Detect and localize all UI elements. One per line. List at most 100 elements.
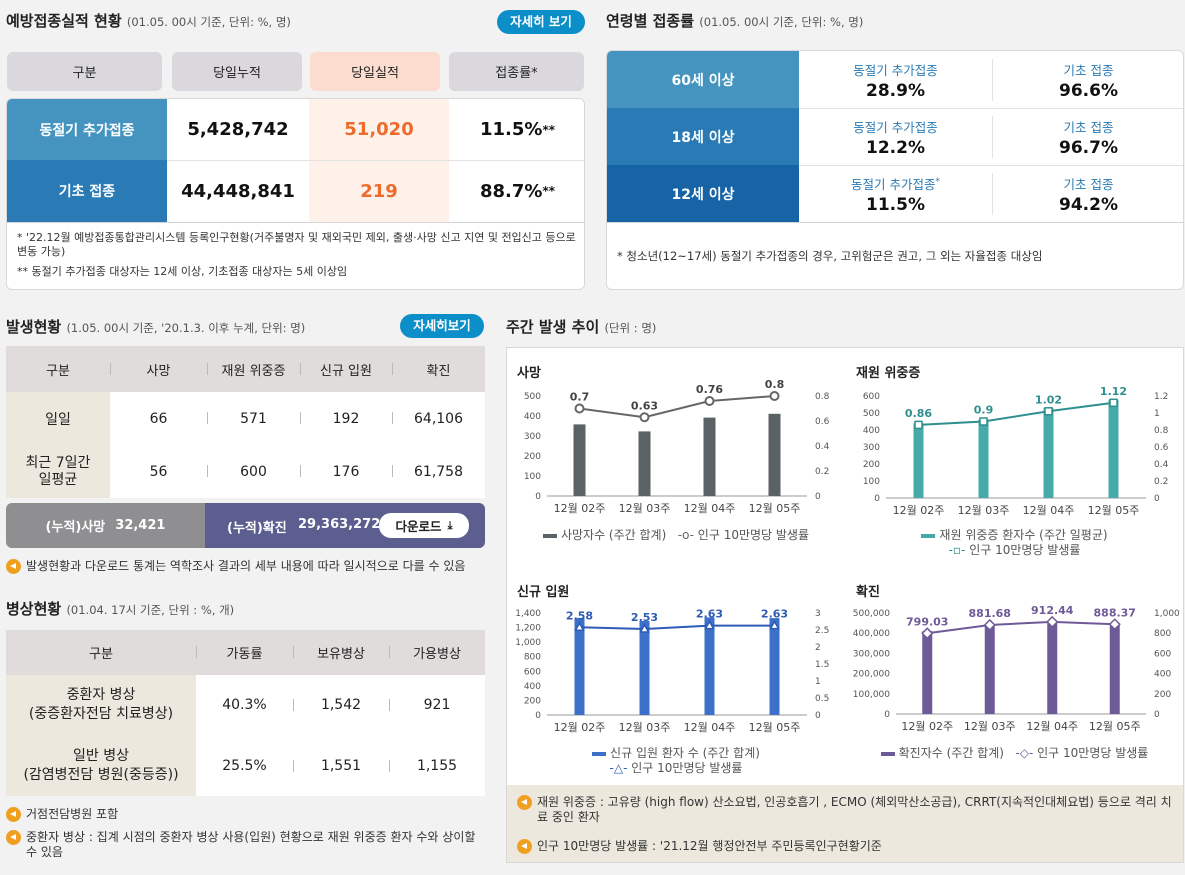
age-12-basic-value: 94.2% bbox=[1059, 195, 1118, 215]
speaker-icon bbox=[6, 807, 21, 822]
legend-bar-icon bbox=[542, 533, 557, 538]
beds-icu-available: 921 bbox=[423, 697, 451, 713]
vacc-header-rate: 접종률* bbox=[449, 52, 584, 91]
vacc-header-today: 당일실적 bbox=[310, 52, 440, 91]
beds-general-owned: 1,551 bbox=[320, 757, 362, 774]
y-tick-label: 1,200 bbox=[515, 624, 541, 634]
weekly-note-1: 재원 위중증 : 고유량 (high flow) 산소요법, 인공호흡기 , E… bbox=[517, 795, 1177, 825]
x-tick-label: 12월 03주 bbox=[619, 721, 671, 734]
data-label: 0.63 bbox=[631, 399, 658, 412]
occ-header-category: 구분 bbox=[46, 363, 70, 379]
y-tick-label: 0 bbox=[535, 711, 541, 721]
death-chart-title: 사망 bbox=[517, 366, 541, 381]
vacc-table: 동절기 추가접종 기초 접종 5,428,742 44,448,841 51,0… bbox=[6, 98, 585, 290]
severe-chart-title: 재원 위중증 bbox=[856, 366, 921, 381]
chart-bar bbox=[1043, 408, 1054, 498]
y2-tick-label: 1,000 bbox=[1154, 609, 1180, 619]
occ-detail-button[interactable]: 자세히보기 bbox=[400, 314, 484, 338]
y-tick-label: 100 bbox=[524, 472, 541, 482]
data-label: 881.68 bbox=[969, 607, 1011, 620]
data-label: 799.03 bbox=[906, 615, 948, 628]
chart-bar bbox=[978, 419, 989, 498]
beds-sep bbox=[389, 760, 390, 772]
y-tick-label: 600 bbox=[524, 667, 541, 677]
confirmed-legend-bar: 확진자수 (주간 합계) bbox=[898, 746, 1004, 760]
chart-bar bbox=[704, 617, 715, 715]
age-60-booster: 동절기 추가접종 28.9% bbox=[799, 51, 992, 108]
beds-note-2-text: 중환자 병상 : 집계 시점의 중환자 병상 사용(입원) 현황으로 재원 위중… bbox=[26, 830, 476, 859]
line-marker bbox=[1109, 398, 1118, 408]
legend-line-icon: -◇- bbox=[1015, 746, 1034, 760]
y2-tick-label: 0.2 bbox=[1154, 477, 1168, 487]
download-button[interactable]: 다운로드 ⤓ bbox=[379, 513, 469, 538]
data-label: 0.86 bbox=[905, 407, 932, 420]
vacc-basic-today: 219 bbox=[360, 180, 398, 202]
y2-tick-label: 0 bbox=[1154, 710, 1160, 720]
y-tick-label: 200,000 bbox=[853, 670, 890, 680]
death-chart-svg: 500 400 300 200 100 0 0.8 0.6 0.4 0.2 0 12월 02주 12월 … bbox=[524, 378, 830, 515]
vacc-note-1: * '22.12월 예방접종통합관리시스템 등록인구현황(거주불명자 및 재외국… bbox=[17, 231, 576, 258]
occ-note: 발생현황과 다운로드 통계는 역학조사 결과의 세부 내용에 따라 일시적으로 … bbox=[6, 557, 465, 574]
confirmed-chart-svg: 500,000 400,000 300,000 200,000 100,000 0 1,00… bbox=[853, 604, 1180, 733]
y2-tick-label: 200 bbox=[1154, 690, 1171, 700]
age-60-booster-label: 동절기 추가접종 bbox=[853, 63, 938, 78]
age-vdivider-2 bbox=[992, 116, 993, 158]
y-tick-label: 200 bbox=[524, 696, 541, 706]
weekly-subtitle: (단위 : 명) bbox=[604, 321, 657, 335]
line-marker bbox=[914, 420, 923, 430]
vacc-note-2: ** 동절기 추가접종 대상자는 12세 이상, 기초접종 대상자는 5세 이상… bbox=[17, 265, 348, 278]
admission-chart-legend: 신규 입원 환자 수 (주간 합계) -△- 인구 10만명당 발생률 bbox=[507, 746, 845, 776]
y-tick-label: 300 bbox=[863, 443, 880, 453]
occ-weekly-admission: 176 bbox=[332, 463, 360, 480]
y-tick-label: 400 bbox=[524, 412, 541, 422]
beds-general-rate: 25.5% bbox=[222, 757, 267, 774]
y-tick-label: 500,000 bbox=[853, 609, 890, 619]
vacc-row-label-basic: 기초 접종 bbox=[7, 160, 167, 222]
y2-tick-label: 600 bbox=[1154, 649, 1171, 659]
chart-bar bbox=[639, 621, 650, 715]
beds-sep bbox=[293, 699, 294, 711]
y2-tick-label: 400 bbox=[1154, 670, 1171, 680]
occ-subtitle: (1.05. 00시 기준, '20.1.3. 이후 누계, 단위: 명) bbox=[66, 321, 306, 335]
data-label: 2.63 bbox=[761, 608, 788, 621]
admission-chart-svg: 1,400 1,200 1,000 800 600 400 200 0 3 2.5 2 1.5 1 0.5… bbox=[515, 608, 829, 734]
age-subtitle: (01.05. 00시 기준, 단위: %, 명) bbox=[699, 15, 864, 29]
beds-section-title: 병상현황 (01.04. 17시 기준, 단위 : %, 개) bbox=[6, 598, 234, 619]
beds-header-rate: 가동률 bbox=[226, 647, 263, 662]
y-tick-label: 1,000 bbox=[515, 638, 541, 648]
occ-sep bbox=[392, 412, 393, 424]
line-marker bbox=[1108, 618, 1121, 631]
x-tick-label: 12월 02주 bbox=[554, 721, 606, 734]
vacc-header-cumulative: 당일누적 bbox=[172, 52, 302, 91]
y-tick-label: 500 bbox=[863, 409, 880, 419]
beds-subtitle: (01.04. 17시 기준, 단위 : %, 개) bbox=[66, 603, 235, 617]
line-marker bbox=[639, 623, 650, 633]
y-tick-label: 1,400 bbox=[515, 609, 541, 619]
vacc-booster-today: 51,020 bbox=[344, 119, 414, 140]
x-tick-label: 12월 03주 bbox=[619, 502, 671, 515]
vacc-booster-rate-value: 11.5% bbox=[479, 119, 543, 140]
beds-header-sep bbox=[389, 646, 390, 658]
death-chart-legend: 사망자수 (주간 합계) -o- 인구 10만명당 발생률 bbox=[507, 528, 845, 543]
occ-row-daily-label: 일일 bbox=[6, 392, 110, 445]
occ-cum-conf-label: (누적)확진 bbox=[227, 521, 287, 536]
occ-daily-severe: 571 bbox=[240, 410, 267, 427]
vacc-detail-button[interactable]: 자세히 보기 bbox=[497, 10, 585, 34]
age-12-booster-label: 동절기 추가접종* bbox=[799, 174, 992, 193]
beds-sep bbox=[293, 760, 294, 772]
death-legend-bar: 사망자수 (주간 합계) bbox=[560, 528, 667, 542]
data-label: 888.37 bbox=[1094, 606, 1136, 619]
age-18-booster-value: 12.2% bbox=[866, 138, 925, 158]
line-marker bbox=[769, 391, 780, 401]
beds-icu-label-1: 중환자 병상 bbox=[66, 687, 136, 703]
chart-bar bbox=[913, 423, 924, 498]
line-marker bbox=[574, 621, 585, 632]
y-tick-label: 400 bbox=[863, 426, 880, 436]
age-60-basic: 기초 접종 96.6% bbox=[992, 51, 1183, 108]
beds-label-bg bbox=[6, 675, 196, 796]
y2-tick-label: 1.5 bbox=[815, 660, 829, 670]
occ-weekly-confirmed: 61,758 bbox=[414, 463, 463, 480]
y-tick-label: 400,000 bbox=[853, 629, 890, 639]
occ-header-sep bbox=[392, 363, 393, 375]
beds-row-general-label: 일반 병상 (감염병전담 병원(중등증)) bbox=[6, 735, 196, 796]
